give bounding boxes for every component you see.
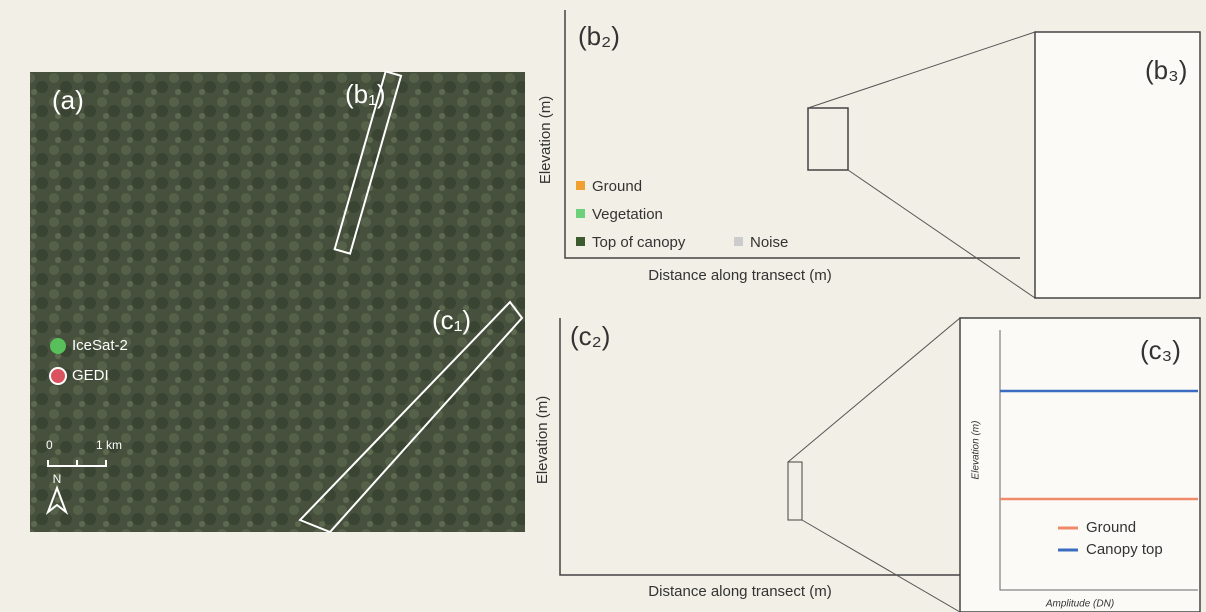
panel-label: (a): [52, 85, 84, 115]
zoom-line: [808, 32, 1035, 108]
legend-swatch: [576, 237, 585, 246]
figure: (a) (b₁) (c₁) IceSat-2 GEDI 0 1 km N (b₂…: [0, 0, 1206, 612]
x-axis-label: Distance along transect (m): [648, 583, 831, 600]
legend-label: Ground: [1086, 519, 1136, 536]
panel-label: (b₃): [1145, 55, 1187, 85]
legend-swatch: [576, 209, 585, 218]
y-axis-label: Elevation (m): [534, 396, 551, 484]
legend-swatch: [734, 237, 743, 246]
inset-label: (b₁): [345, 79, 386, 109]
y-axis-label: Elevation (m): [537, 96, 554, 184]
legend-label: IceSat-2: [72, 337, 128, 354]
zoom-box: [788, 462, 802, 520]
zoom-line: [788, 318, 960, 462]
axes: [560, 318, 1020, 575]
zoom-line: [848, 170, 1035, 298]
panel-label: (b₂): [578, 21, 620, 51]
panel-label: (c₃): [1140, 335, 1181, 365]
scale-label: 1 km: [96, 438, 122, 452]
legend-label: GEDI: [72, 367, 109, 384]
x-axis-label: Distance along transect (m): [648, 267, 831, 284]
legend-label: Top of canopy: [592, 234, 686, 251]
scale-label: 0: [46, 438, 53, 452]
x-axis-label: Amplitude (DN): [1045, 599, 1114, 610]
panel-label: (c₂): [570, 321, 610, 351]
legend-label: Vegetation: [592, 206, 663, 223]
legend-swatch: [576, 181, 585, 190]
map-background: [30, 72, 525, 532]
legend-label: Ground: [592, 178, 642, 195]
zoom-box: [808, 108, 848, 170]
north-label: N: [53, 472, 62, 486]
inset-label: (c₁): [432, 305, 471, 335]
legend-label: Canopy top: [1086, 541, 1163, 558]
legend-swatch: [50, 338, 66, 354]
legend-swatch: [50, 368, 66, 384]
y-axis-label: Elevation (m): [971, 421, 982, 480]
legend-label: Noise: [750, 234, 788, 251]
